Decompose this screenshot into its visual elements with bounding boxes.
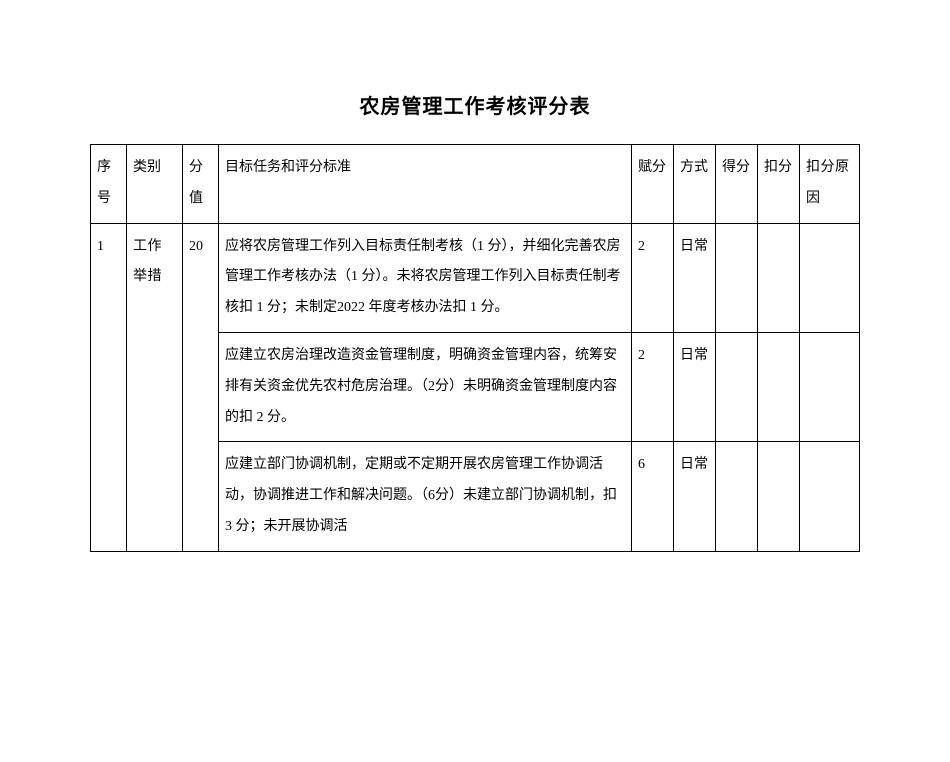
cell-reason <box>800 442 860 551</box>
cell-score-value: 20 <box>183 223 219 551</box>
header-seq: 序号 <box>91 145 127 224</box>
header-reason: 扣分原因 <box>800 145 860 224</box>
cell-reason <box>800 332 860 441</box>
cell-seq: 1 <box>91 223 127 551</box>
header-criteria: 目标任务和评分标准 <box>219 145 632 224</box>
cell-criteria: 应建立部门协调机制，定期或不定期开展农房管理工作协调活动，协调推进工作和解决问题… <box>219 442 632 551</box>
cell-deduct <box>758 442 800 551</box>
table-container: 序号 类别 分值 目标任务和评分标准 赋分 方式 得分 扣分 扣分原因 1 工作… <box>90 144 860 552</box>
cell-deduct <box>758 332 800 441</box>
cell-method: 日常 <box>674 223 716 332</box>
table-row: 1 工作举措 20 应将农房管理工作列入目标责任制考核（1 分），并细化完善农房… <box>91 223 860 332</box>
header-method: 方式 <box>674 145 716 224</box>
cell-method: 日常 <box>674 332 716 441</box>
cell-reason <box>800 223 860 332</box>
assessment-table: 序号 类别 分值 目标任务和评分标准 赋分 方式 得分 扣分 扣分原因 1 工作… <box>90 144 860 552</box>
cell-criteria: 应将农房管理工作列入目标责任制考核（1 分），并细化完善农房管理工作考核办法（1… <box>219 223 632 332</box>
cell-assigned: 2 <box>632 332 674 441</box>
header-score-value: 分值 <box>183 145 219 224</box>
cell-got <box>716 332 758 441</box>
header-category: 类别 <box>127 145 183 224</box>
cell-got <box>716 223 758 332</box>
cell-method: 日常 <box>674 442 716 551</box>
cell-assigned: 2 <box>632 223 674 332</box>
cell-assigned: 6 <box>632 442 674 551</box>
cell-criteria: 应建立农房治理改造资金管理制度，明确资金管理内容，统筹安排有关资金优先农村危房治… <box>219 332 632 441</box>
header-got: 得分 <box>716 145 758 224</box>
header-row: 序号 类别 分值 目标任务和评分标准 赋分 方式 得分 扣分 扣分原因 <box>91 145 860 224</box>
cell-category: 工作举措 <box>127 223 183 551</box>
header-deduct: 扣分 <box>758 145 800 224</box>
header-assigned: 赋分 <box>632 145 674 224</box>
cell-got <box>716 442 758 551</box>
cell-deduct <box>758 223 800 332</box>
page-title: 农房管理工作考核评分表 <box>0 90 950 119</box>
